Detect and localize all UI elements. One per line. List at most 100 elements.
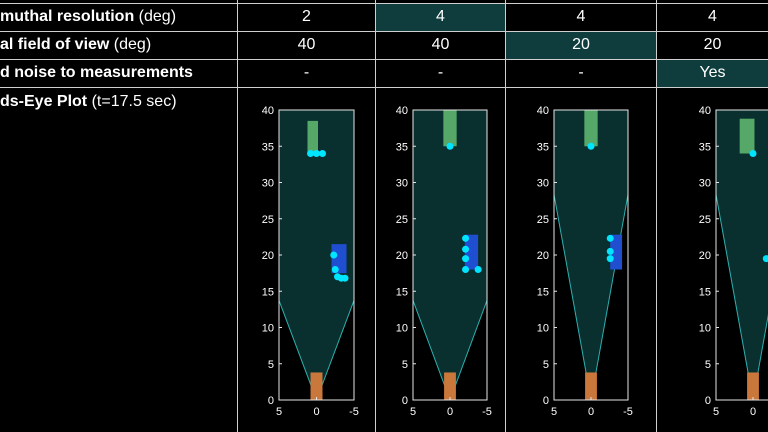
plot-area <box>554 110 628 400</box>
value-cell: - <box>303 64 310 81</box>
detection-point <box>606 247 614 255</box>
y-tick-label: 40 <box>262 105 274 117</box>
column-divider <box>375 0 376 432</box>
row-label-bold: d noise to measurements <box>0 64 193 81</box>
detection-point <box>762 255 768 263</box>
ego-vehicle <box>585 372 597 400</box>
y-tick-label: 40 <box>699 105 711 117</box>
x-tick-label: 5 <box>713 406 719 418</box>
column-divider <box>237 0 238 432</box>
detection-point <box>587 142 595 150</box>
detection-point <box>606 255 614 263</box>
row-label-noise: d noise to measurements <box>0 63 193 83</box>
y-tick-label: 25 <box>699 214 711 226</box>
y-tick-label: 10 <box>396 323 408 335</box>
row-label-field-of-view: al field of view (deg) <box>0 35 151 55</box>
y-tick-label: 5 <box>268 359 274 371</box>
y-tick-label: 10 <box>537 323 549 335</box>
column-divider <box>505 0 506 432</box>
field-of-view-area <box>554 110 628 400</box>
detection-point <box>341 274 349 282</box>
y-tick-label: 10 <box>262 323 274 335</box>
row-label-bold: muthal resolution <box>0 8 135 25</box>
value-cell: 40 <box>431 36 450 53</box>
detection-point <box>462 245 470 253</box>
x-tick-label: 0 <box>750 406 756 418</box>
ego-vehicle <box>747 372 759 400</box>
detection-point <box>307 150 314 157</box>
value-cell: 4 <box>576 8 586 25</box>
y-tick-label: 25 <box>537 214 549 226</box>
x-tick-label: 5 <box>551 406 557 418</box>
detection-point <box>462 234 470 242</box>
y-tick-label: 10 <box>699 323 711 335</box>
y-tick-label: 15 <box>699 286 711 298</box>
detection-point <box>313 150 320 157</box>
detection-point <box>462 266 470 273</box>
ego-vehicle <box>310 372 323 400</box>
target-vehicle-green <box>443 110 457 147</box>
detection-point <box>462 255 470 263</box>
y-tick-label: 15 <box>537 286 549 298</box>
detection-point <box>474 266 482 273</box>
y-tick-label: 40 <box>396 105 408 117</box>
value-cell: 4 <box>376 4 505 31</box>
plot-area <box>279 110 354 400</box>
y-tick-label: 20 <box>262 250 274 262</box>
y-tick-label: 30 <box>396 178 408 190</box>
plot-area <box>716 110 768 400</box>
y-tick-label: 5 <box>402 359 408 371</box>
row-label-unit: (deg) <box>109 36 152 53</box>
y-tick-label: 35 <box>537 141 549 153</box>
row-label-unit: (deg) <box>134 8 177 25</box>
y-tick-label: 30 <box>699 178 711 190</box>
x-tick-label: 5 <box>276 406 282 418</box>
y-tick-label: 35 <box>262 141 274 153</box>
y-tick-label: 0 <box>543 395 549 407</box>
y-tick-label: 35 <box>396 141 408 153</box>
field-of-view-edge <box>449 298 487 400</box>
target-vehicle-green <box>739 118 755 154</box>
value-cell: 20 <box>703 36 722 53</box>
y-tick-label: 15 <box>262 286 274 298</box>
field-of-view-edge <box>590 191 628 400</box>
detection-point <box>606 234 614 242</box>
target-vehicle-green <box>584 110 598 147</box>
row-divider <box>0 3 768 4</box>
target-vehicle-blue <box>610 234 623 270</box>
y-tick-label: 35 <box>699 141 711 153</box>
y-tick-label: 25 <box>396 214 408 226</box>
x-tick-label: 0 <box>588 406 594 418</box>
value-cell: 20 <box>506 32 656 59</box>
y-tick-label: 40 <box>537 105 549 117</box>
detection-point <box>319 150 326 157</box>
field-of-view-edge <box>716 191 754 400</box>
target-vehicle-blue <box>331 244 347 274</box>
column-divider <box>656 0 657 432</box>
field-of-view-area <box>716 110 768 400</box>
field-of-view-area <box>279 110 354 400</box>
y-tick-label: 20 <box>396 250 408 262</box>
value-cell: Yes <box>657 60 768 87</box>
y-tick-label: 30 <box>262 178 274 190</box>
value-cell: - <box>578 64 584 81</box>
y-tick-label: 5 <box>543 359 549 371</box>
x-tick-label: 5 <box>410 406 416 418</box>
x-tick-label: -5 <box>349 406 359 418</box>
detection-point <box>330 251 338 259</box>
detection-point <box>749 150 757 157</box>
ego-vehicle <box>444 372 456 400</box>
x-tick-label: 0 <box>313 406 319 418</box>
y-tick-label: 30 <box>537 178 549 190</box>
row-divider <box>0 59 768 60</box>
field-of-view-area <box>413 110 487 400</box>
row-divider <box>0 87 768 88</box>
value-cell: 4 <box>708 8 717 25</box>
row-label-time: (t=17.5 sec) <box>87 93 177 110</box>
field-of-view-edge <box>316 298 354 400</box>
target-vehicle-green <box>307 120 318 154</box>
